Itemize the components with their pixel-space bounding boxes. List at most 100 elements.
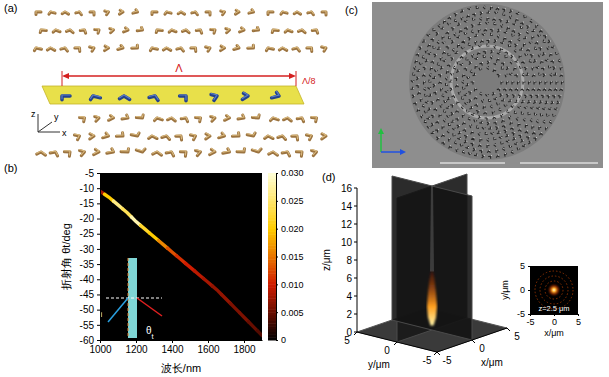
sem-glint: [549, 67, 550, 68]
sem-glint: [499, 53, 500, 54]
sem-antenna: [422, 39, 424, 42]
sem-antenna: [444, 100, 447, 102]
antenna-highlight: [221, 10, 225, 14]
panel-letter: (b): [4, 162, 17, 174]
antenna: [74, 135, 79, 140]
antenna: [105, 46, 109, 50]
sem-glint: [524, 60, 525, 61]
sem-antenna: [517, 106, 520, 108]
sem-glint: [480, 18, 481, 19]
antenna: [180, 96, 186, 101]
sem-antenna: [447, 65, 450, 67]
sem-antenna: [440, 27, 443, 29]
sem-glint: [501, 19, 502, 20]
sem-glint: [434, 114, 435, 115]
sem-glint: [542, 101, 543, 102]
tick: 1400: [161, 340, 184, 355]
sem-antenna: [555, 52, 558, 54]
tick-mark: [472, 340, 475, 343]
triad-patch: [24, 106, 72, 140]
sem-glint: [452, 74, 453, 75]
tick-mark: [276, 284, 278, 285]
sem-antenna: [511, 150, 513, 153]
sem-antenna: [529, 82, 531, 84]
sem-glint: [439, 24, 440, 25]
tick: -20: [80, 213, 100, 224]
sem-antenna: [480, 41, 483, 43]
sem-antenna: [512, 82, 514, 84]
sem-glint: [521, 27, 522, 28]
sem-antenna: [501, 142, 504, 144]
sem-antenna: [433, 28, 435, 30]
sem-antenna: [447, 130, 449, 133]
antenna: [294, 12, 300, 14]
sem-glint: [512, 10, 513, 11]
sem-antenna: [438, 82, 441, 84]
colorbar-axis: 00.0050.0100.0150.0200.0250.030: [276, 168, 304, 345]
sem-glint: [433, 38, 434, 39]
sem-glint: [459, 125, 460, 126]
sem-antenna: [547, 96, 549, 99]
antenna: [176, 136, 182, 140]
sem-antenna: [497, 52, 500, 54]
normal: [106, 298, 162, 299]
sem-antenna: [451, 28, 453, 31]
sem-antenna: [464, 28, 467, 30]
sem-antenna: [492, 92, 494, 95]
sem-glint: [480, 45, 481, 46]
sem-antenna: [447, 23, 450, 25]
tick: 1600: [197, 340, 220, 355]
sem-glint: [556, 53, 557, 54]
sem-antenna: [518, 38, 520, 41]
sem-antenna: [511, 106, 514, 108]
angle-label: θt: [146, 325, 155, 341]
sem-antenna: [539, 31, 542, 33]
sem-antenna: [465, 52, 467, 55]
colorbar-cell: [268, 173, 276, 176]
sem-antenna: [425, 101, 428, 103]
sem-antenna: [483, 112, 486, 114]
sem-antenna: [546, 128, 548, 131]
sem-glint: [462, 55, 463, 56]
tick-label: 5: [520, 261, 525, 271]
sem-glint: [491, 34, 492, 35]
y-axis: -505: [517, 261, 531, 319]
sem-antenna: [424, 111, 427, 113]
sem-antenna: [457, 62, 459, 65]
sem-glint: [509, 116, 510, 117]
sem-glint: [475, 149, 476, 150]
sem-glint: [472, 107, 473, 108]
sem-glint: [508, 67, 509, 68]
annotation: z=2.5 μm: [538, 304, 569, 313]
sem-antenna: [483, 52, 486, 54]
sem-glint: [457, 109, 458, 110]
sem-antenna: [514, 44, 516, 47]
sem-glint: [446, 84, 447, 85]
tick-mark: [97, 249, 100, 250]
sem-antenna: [535, 95, 537, 98]
antenna-highlight: [242, 92, 248, 98]
antenna: [90, 47, 94, 51]
sem-antenna: [501, 24, 503, 27]
sem-glint: [489, 150, 490, 151]
tick: 0.020: [276, 224, 304, 234]
sem-glint: [477, 103, 478, 104]
sem-antenna: [502, 9, 504, 12]
x-axis-title: x/μm: [544, 328, 564, 338]
sem-antenna: [493, 97, 496, 99]
sem-antenna: [460, 57, 463, 59]
sem-glint: [454, 27, 455, 28]
antenna-highlight: [66, 29, 73, 32]
sem-glint: [553, 60, 554, 61]
sem-antenna: [529, 59, 531, 62]
antenna-highlight: [176, 135, 182, 139]
sem-glint: [487, 17, 488, 18]
axis-line: [100, 174, 101, 341]
sem-glint: [503, 42, 504, 43]
sem-antenna: [431, 61, 434, 63]
sem-antenna: [456, 35, 459, 37]
tick-label: 0: [520, 285, 525, 295]
sem-glint: [532, 126, 533, 127]
sem-antenna: [514, 111, 516, 114]
sem-antenna: [475, 42, 477, 45]
